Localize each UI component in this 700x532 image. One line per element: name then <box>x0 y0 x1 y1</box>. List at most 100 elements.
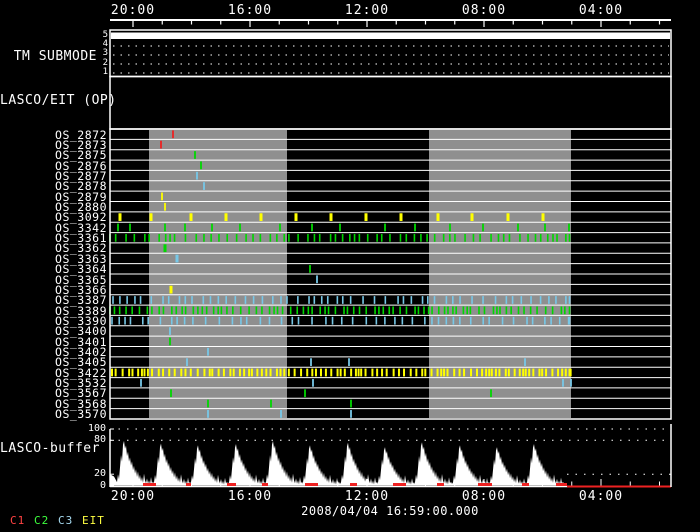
event-tick <box>510 306 512 315</box>
event-tick <box>401 316 404 325</box>
event-tick <box>250 368 253 377</box>
event-tick <box>325 316 327 325</box>
event-tick <box>548 296 550 304</box>
event-tick <box>279 368 282 377</box>
event-tick <box>349 233 351 242</box>
event-tick <box>269 368 272 377</box>
event-tick <box>376 368 379 377</box>
event-tick <box>544 306 547 315</box>
event-tick <box>350 368 353 377</box>
event-tick <box>362 296 364 304</box>
event-tick <box>394 316 396 325</box>
event-tick <box>164 233 167 242</box>
event-tick <box>329 213 333 222</box>
event-tick <box>268 316 271 325</box>
os-row-ticks-OS_3387 <box>112 296 571 304</box>
os-row-label: OS_3363 <box>55 251 107 266</box>
event-tick <box>117 223 119 232</box>
event-tick <box>259 233 262 242</box>
event-tick <box>173 233 176 242</box>
event-tick <box>421 368 424 377</box>
event-tick <box>339 223 341 232</box>
event-tick <box>203 182 205 190</box>
event-tick <box>239 223 241 232</box>
event-tick <box>319 306 322 315</box>
event-tick <box>550 316 552 325</box>
event-tick <box>470 213 474 222</box>
os-row-label: OS_2876 <box>55 158 107 173</box>
os-row-label: OS_3364 <box>55 262 107 277</box>
event-tick <box>283 368 286 377</box>
event-tick <box>195 233 198 242</box>
tm-submode-level-label: 2 <box>102 57 108 68</box>
os-row-ticks-OS_3402 <box>207 347 209 356</box>
event-tick <box>472 233 475 242</box>
event-tick <box>570 378 572 387</box>
event-tick <box>463 368 466 377</box>
tm-submode-active-bar <box>111 32 670 39</box>
lasco-eit-label: LASCO/EIT (OP) <box>0 93 117 108</box>
event-tick <box>207 347 209 356</box>
event-tick <box>552 233 554 242</box>
event-tick <box>220 306 223 315</box>
os-row-ticks-OS_2879 <box>161 192 163 201</box>
event-tick <box>175 254 179 263</box>
os-row-label: OS_3361 <box>55 231 107 246</box>
event-tick <box>252 233 254 242</box>
event-tick <box>118 306 121 315</box>
event-tick <box>371 368 374 377</box>
event-tick <box>289 306 292 315</box>
os-row-label: OS_3389 <box>55 303 107 318</box>
buffer-red-marker <box>556 483 567 486</box>
event-tick <box>424 316 426 325</box>
event-tick <box>276 233 278 242</box>
event-tick <box>564 368 567 377</box>
event-tick <box>211 368 214 377</box>
event-tick <box>358 306 361 315</box>
os-row-ticks-OS_2873 <box>160 140 162 149</box>
event-tick <box>410 296 413 304</box>
event-tick <box>330 368 333 377</box>
os-row-ticks-OS_3422 <box>111 368 572 377</box>
os-row-label: OS_2877 <box>55 168 107 183</box>
event-tick <box>111 316 113 325</box>
os-row-ticks-OS_2877 <box>196 171 198 180</box>
event-tick <box>144 233 146 242</box>
event-tick <box>170 316 173 325</box>
event-tick <box>346 306 349 315</box>
event-tick <box>312 378 314 387</box>
legend-eit: EIT <box>82 514 105 527</box>
event-tick <box>375 316 378 325</box>
tm-submode-level-label: 4 <box>102 38 108 49</box>
buffer-y-label: 0 <box>99 479 106 491</box>
event-tick <box>348 358 350 367</box>
event-tick <box>141 316 144 325</box>
event-tick <box>280 296 282 304</box>
event-tick <box>112 296 114 304</box>
event-tick <box>530 296 532 304</box>
event-tick <box>217 296 220 304</box>
event-tick <box>433 233 436 242</box>
event-tick <box>331 316 334 325</box>
event-tick <box>399 213 403 222</box>
event-tick <box>527 233 529 242</box>
event-tick <box>541 368 544 377</box>
event-tick <box>505 306 508 315</box>
event-tick <box>128 368 131 377</box>
event-tick <box>504 368 507 377</box>
event-tick <box>479 233 481 242</box>
event-tick <box>459 316 461 325</box>
os-row-ticks-OS_3364 <box>309 265 311 273</box>
event-tick <box>431 316 433 325</box>
event-tick <box>357 368 360 377</box>
event-tick <box>529 306 532 315</box>
event-tick <box>184 368 187 377</box>
buffer-red-marker <box>262 483 268 486</box>
buffer-red-marker <box>305 483 318 486</box>
event-tick <box>340 316 343 325</box>
event-tick <box>329 233 332 242</box>
event-tick <box>310 358 312 367</box>
event-tick <box>288 233 290 242</box>
event-tick <box>524 358 526 367</box>
event-tick <box>568 368 571 377</box>
